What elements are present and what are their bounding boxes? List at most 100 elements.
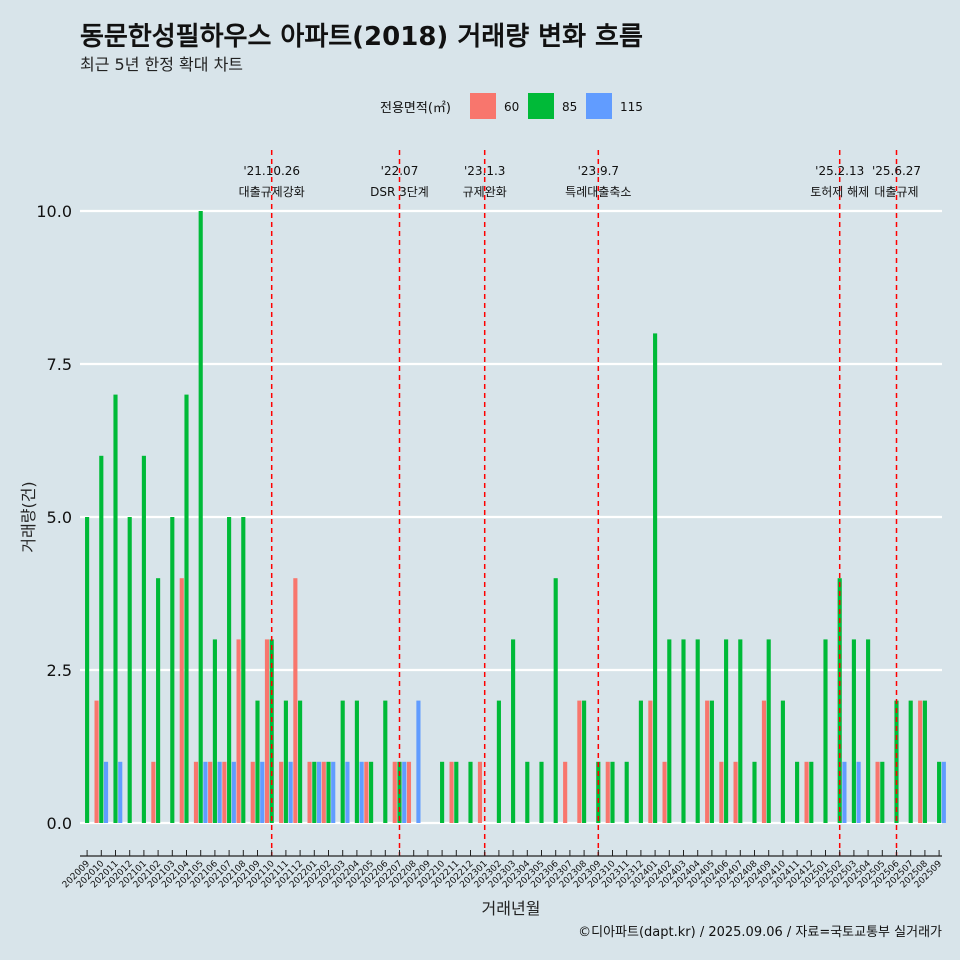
bar-85-202211: [454, 761, 459, 823]
annotation-date: '25.2.13: [815, 164, 864, 178]
legend-swatch-60: [470, 93, 496, 119]
bar-85-202505: [880, 761, 885, 823]
y-tick-label: 10.0: [36, 202, 72, 221]
bar-85-202406: [724, 639, 729, 823]
y-axis-label: 거래량(건): [19, 481, 38, 552]
bar-85-202407: [738, 639, 743, 823]
bar-85-202201: [312, 761, 317, 823]
bar-85-202303: [511, 639, 516, 823]
bar-85-202506: [894, 700, 899, 823]
bar-60-202107: [222, 761, 227, 823]
bar-115-202202: [331, 761, 336, 823]
bar-60-202010: [94, 700, 99, 823]
bar-85-202105: [198, 211, 203, 823]
bar-115-202207: [402, 761, 407, 823]
legend-title: 전용면적(㎡): [380, 101, 451, 116]
bar-85-202202: [326, 761, 331, 823]
legend-label: 60: [504, 100, 519, 114]
bar-115-202106: [217, 761, 222, 823]
bar-85-202312: [638, 700, 643, 823]
bar-85-202310: [610, 761, 615, 823]
bar-60-202405: [705, 700, 710, 823]
bars: [85, 211, 946, 823]
bar-85-202410: [780, 700, 785, 823]
bar-115-202111: [288, 761, 293, 823]
bar-85-202102: [156, 578, 161, 823]
x-axis: 2020092020102020112020122021012021022021…: [61, 850, 944, 890]
bar-85-202401: [653, 333, 658, 823]
annotation-label: DSR 3단계: [370, 185, 429, 199]
bar-85-202203: [340, 700, 345, 823]
bar-115-202509: [941, 761, 946, 823]
bar-85-202311: [624, 761, 629, 823]
annotation-date: '21.10.26: [243, 164, 300, 178]
annotation-label: 대출규제: [874, 185, 918, 199]
bar-60-202109: [250, 761, 255, 823]
bar-85-202507: [908, 700, 913, 823]
bar-60-202409: [761, 700, 767, 823]
bar-85-202408: [752, 761, 757, 823]
bar-115-202201: [316, 761, 322, 823]
bar-85-202103: [170, 517, 175, 823]
bar-60-202112: [293, 578, 298, 823]
bar-85-202508: [922, 700, 927, 823]
bar-85-202110: [269, 639, 274, 823]
bar-60-202401: [648, 700, 653, 823]
bar-85-202204: [354, 700, 359, 823]
bar-60-202412: [804, 761, 809, 823]
bar-85-202509: [937, 761, 942, 823]
annotation-label: 대출규제강화: [239, 185, 305, 199]
bar-85-202106: [212, 639, 217, 823]
legend-swatch-115: [586, 93, 612, 119]
bar-60-202505: [875, 761, 880, 823]
bar-85-202411: [795, 761, 800, 823]
bar-60-202308: [577, 700, 582, 823]
annotation-date: '25.6.27: [872, 164, 921, 178]
bar-85-202405: [709, 700, 714, 823]
bar-85-202206: [383, 700, 388, 823]
legend-label: 85: [562, 100, 577, 114]
bar-85-202403: [681, 639, 686, 823]
bar-115-202107: [231, 761, 236, 823]
x-axis-label: 거래년월: [482, 899, 541, 918]
annotation-date: '23.1.3: [464, 164, 505, 178]
bar-60-202201: [307, 761, 312, 823]
legend: 전용면적(㎡) 60 85 115: [380, 93, 643, 119]
bar-85-202111: [283, 700, 288, 823]
chart-subtitle: 최근 5년 한정 확대 차트: [80, 55, 243, 74]
bar-60-202207: [392, 761, 397, 823]
bar-85-202107: [227, 517, 232, 823]
bar-85-202304: [525, 761, 530, 823]
bar-85-202210: [440, 761, 445, 823]
bar-60-202407: [733, 761, 738, 823]
annotation-date: '22.07: [381, 164, 419, 178]
bar-60-202108: [236, 639, 241, 823]
bar-85-202012: [127, 517, 132, 823]
annotation-label: 특례대출축소: [565, 185, 631, 199]
bar-60-202104: [179, 578, 184, 823]
bar-60-202106: [208, 761, 213, 823]
bar-85-202109: [255, 700, 260, 823]
y-tick-label: 7.5: [47, 355, 72, 374]
bar-85-202108: [241, 517, 246, 823]
bar-85-202101: [141, 455, 146, 823]
bar-60-202301: [477, 761, 483, 823]
bar-115-202204: [359, 761, 364, 823]
annotation-label: 규제완화: [463, 185, 507, 199]
bar-85-202305: [539, 761, 544, 823]
bar-85-202104: [184, 394, 189, 823]
bar-60-202110: [264, 639, 270, 823]
bar-85-202501: [823, 639, 828, 823]
caption: ©디아파트(dapt.kr) / 2025.09.06 / 자료=국토교통부 실…: [578, 925, 942, 940]
bar-115-202105: [203, 761, 208, 823]
bar-115-202011: [118, 761, 123, 823]
bar-60-202111: [279, 761, 284, 823]
legend-label: 115: [620, 100, 643, 114]
bar-60-202307: [563, 761, 568, 823]
bar-60-202310: [605, 761, 610, 823]
bar-85-202205: [369, 761, 374, 823]
bar-60-202406: [719, 761, 724, 823]
gridlines: [80, 209, 942, 825]
bar-60-202102: [151, 761, 156, 823]
bar-85-202404: [695, 639, 700, 823]
